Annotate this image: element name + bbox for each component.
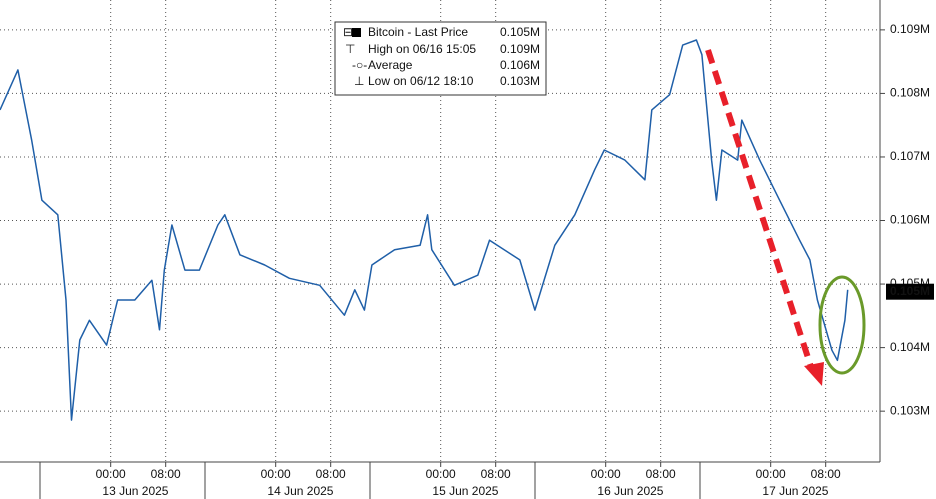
x-tick-label: 00:00 [96, 467, 126, 481]
date-label: 15 Jun 2025 [432, 484, 498, 498]
arrow-shaft [705, 49, 815, 371]
legend-box [334, 21, 547, 96]
x-tick-label: 08:00 [151, 467, 181, 481]
x-tick-label: 08:00 [646, 467, 676, 481]
x-tick-label: 00:00 [756, 467, 786, 481]
legend-icon: ⊟ [343, 25, 353, 39]
y-tick-label: 0.109M [890, 22, 930, 36]
date-label: 16 Jun 2025 [597, 484, 663, 498]
date-label: 13 Jun 2025 [102, 484, 168, 498]
legend-value: 0.109M [500, 42, 540, 56]
date-label: 17 Jun 2025 [762, 484, 828, 498]
legend-icon: ⊤ [345, 42, 355, 56]
legend-value: 0.105M [500, 25, 540, 39]
y-tick-label: 0.106M [890, 213, 930, 227]
legend-icon: ⊥ [354, 74, 364, 88]
annotation-arrow [705, 49, 824, 386]
last-price-label: 0.105M [890, 284, 930, 298]
legend-value: 0.106M [500, 58, 540, 72]
legend-label: Low on 06/12 18:10 [368, 74, 474, 88]
y-tick-label: 0.107M [890, 149, 930, 163]
x-tick-label: 08:00 [316, 467, 346, 481]
day-separators [39, 462, 701, 499]
legend-label: Bitcoin - Last Price [368, 25, 468, 39]
arrow-head [804, 362, 824, 386]
y-tick-label: 0.108M [890, 86, 930, 100]
legend-swatch [352, 28, 361, 37]
legend: ⊟ ⊤ -○- ⊥ Bitcoin - Last Price 0.105M Hi… [334, 21, 547, 96]
date-label: 14 Jun 2025 [267, 484, 333, 498]
last-price-box [886, 283, 934, 300]
x-tick-label: 00:00 [261, 467, 291, 481]
legend-value: 0.103M [500, 74, 540, 88]
legend-label: Average [368, 58, 413, 72]
x-tick-label: 00:00 [426, 467, 456, 481]
x-tick-label: 00:00 [591, 467, 621, 481]
price-line [0, 39, 849, 421]
x-tick-label: 08:00 [811, 467, 841, 481]
legend-icon: -○- [352, 58, 367, 72]
y-tick-label: 0.104M [890, 340, 930, 354]
y-tick-label: 0.103M [890, 403, 930, 417]
legend-label: High on 06/16 15:05 [368, 42, 476, 56]
highlight-ellipse [818, 275, 866, 375]
x-tick-label: 08:00 [481, 467, 511, 481]
